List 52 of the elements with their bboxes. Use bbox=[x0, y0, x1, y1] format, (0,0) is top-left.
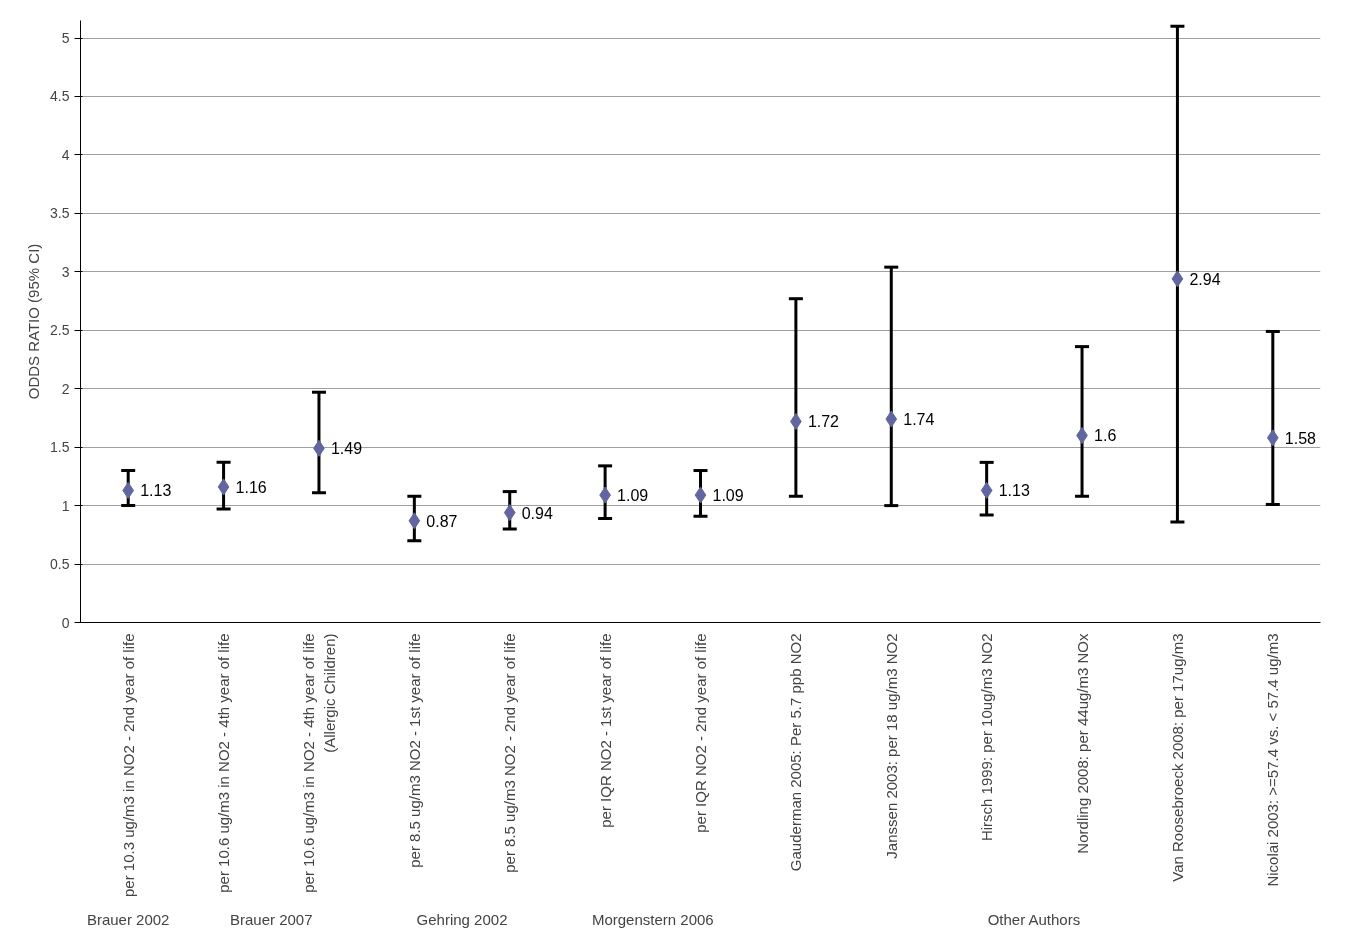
x-tick-label: per 8.5 ug/m3 NO2 - 1st year of life bbox=[405, 633, 423, 868]
x-tick-label: per IQR NO2 - 2nd year of life bbox=[692, 633, 709, 833]
point bbox=[980, 481, 993, 499]
x-tick-label: Janssen 2003: per 18 ug/m3 NO2 bbox=[882, 633, 900, 859]
y-axis-title: ODDS RATIO (95% CI) bbox=[25, 243, 43, 400]
x-tick-label: Van Roosebroeck 2008: per 17ug/m3 bbox=[1168, 633, 1186, 882]
x-tick-label: Gauderman 2005: Per 5.7 ppb NO2 bbox=[787, 633, 805, 872]
point bbox=[1266, 429, 1279, 447]
y-tick-label: 5 bbox=[61, 30, 70, 47]
x-tick-label: Hirsch 1999: per 10ug/m3 NO2 bbox=[978, 633, 996, 842]
point bbox=[503, 504, 516, 522]
data-label: 0.87 bbox=[426, 512, 458, 530]
y-tick-label: 2 bbox=[61, 380, 70, 397]
data-label: 1.74 bbox=[903, 411, 935, 429]
point bbox=[122, 481, 135, 499]
y-tick-label: 1 bbox=[61, 497, 70, 514]
data-label: 2.94 bbox=[1189, 270, 1221, 288]
y-tick-label: 4 bbox=[61, 146, 70, 163]
text: Brauer 2007 bbox=[229, 910, 313, 928]
x-tick-label: per 8.5 ug/m3 NO2 - 2nd year of life bbox=[501, 633, 519, 873]
y-tick-label: 0.5 bbox=[50, 556, 70, 573]
data-label: 1.58 bbox=[1284, 429, 1317, 447]
y-tick-label: 4.5 bbox=[50, 88, 70, 105]
x-tick-label: Nordling 2008: per 44ug/m3 NOx bbox=[1073, 633, 1091, 854]
y-tick-label: 1.5 bbox=[50, 439, 70, 456]
x-tick-label: per IQR NO2 - 1st year of life bbox=[596, 633, 614, 828]
data-label: 1.16 bbox=[235, 478, 267, 496]
text: Brauer 2002 bbox=[86, 910, 170, 928]
text: Morgenstern 2006 bbox=[591, 910, 714, 928]
data-label: 1.09 bbox=[617, 487, 649, 505]
x-tick-label: per 10.6 ug/m3 in NO2 - 4th year of life bbox=[215, 633, 233, 893]
point bbox=[1171, 270, 1184, 288]
data-label: 0.94 bbox=[521, 504, 553, 522]
data-label: 1.49 bbox=[330, 440, 363, 458]
x-tick-label: per 10.6 ug/m3 in NO2 - 4th year of life (Allergic Children) bbox=[300, 633, 338, 893]
point bbox=[885, 410, 898, 428]
y-tick-label: 2.5 bbox=[50, 322, 70, 339]
y-tick-label: 3 bbox=[61, 263, 70, 280]
data-label: 1.13 bbox=[140, 482, 172, 500]
x-tick-label: per 10.3 ug/m3 in NO2 - 2nd year of life bbox=[119, 633, 137, 897]
text: Gehring 2002 bbox=[416, 910, 508, 928]
data-label: 1.09 bbox=[712, 487, 744, 505]
point bbox=[217, 478, 230, 496]
point bbox=[408, 512, 421, 530]
text: Other Authors bbox=[987, 910, 1081, 928]
y-tick-label: 0 bbox=[61, 614, 70, 631]
y-tick-label: 3.5 bbox=[50, 205, 70, 222]
x-tick-label: Nicolai 2003: >=57.4 vs. < 57.4 ug/m3 bbox=[1264, 633, 1282, 887]
data-label: 1.13 bbox=[998, 482, 1030, 500]
point bbox=[694, 486, 707, 504]
data-label: 1.72 bbox=[807, 413, 840, 431]
data-label: 1.6 bbox=[1094, 427, 1117, 445]
